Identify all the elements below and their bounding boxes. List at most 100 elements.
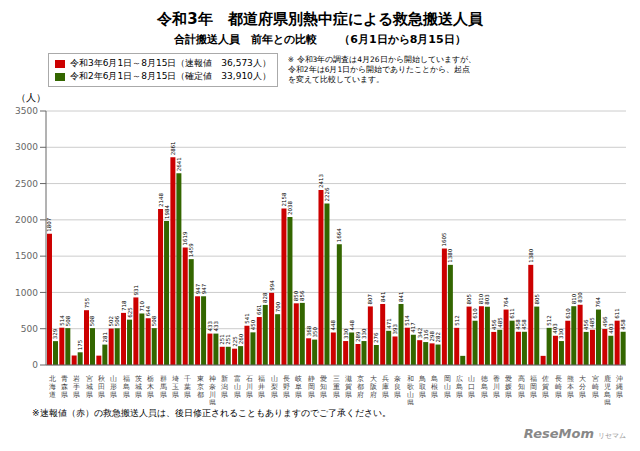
svg-text:岩手県: 岩手県 <box>73 375 80 399</box>
svg-text:山口県: 山口県 <box>468 375 475 399</box>
svg-text:0: 0 <box>32 360 38 370</box>
svg-text:北海道: 北海道 <box>49 375 56 399</box>
svg-text:805: 805 <box>534 294 540 305</box>
svg-text:徳島県: 徳島県 <box>481 375 488 399</box>
svg-text:764: 764 <box>595 297 601 308</box>
svg-text:1459: 1459 <box>188 243 194 257</box>
svg-text:661: 661 <box>256 305 262 316</box>
svg-text:276: 276 <box>373 332 379 343</box>
svg-text:856: 856 <box>299 290 305 301</box>
svg-text:610: 610 <box>472 308 478 319</box>
svg-text:福島県: 福島県 <box>123 375 130 399</box>
svg-text:251: 251 <box>225 334 231 345</box>
svg-text:鹿児島県: 鹿児島県 <box>604 375 611 405</box>
svg-text:610: 610 <box>565 308 571 319</box>
svg-text:994: 994 <box>269 280 275 291</box>
svg-text:大分県: 大分県 <box>579 375 586 399</box>
svg-text:1500: 1500 <box>15 251 38 261</box>
svg-text:3000: 3000 <box>15 142 38 152</box>
svg-text:沖縄県: 沖縄県 <box>615 375 623 399</box>
svg-text:500: 500 <box>21 324 38 334</box>
svg-text:2148: 2148 <box>158 193 164 207</box>
svg-text:433: 433 <box>213 321 219 332</box>
svg-text:611: 611 <box>614 308 620 319</box>
svg-text:神奈川県: 神奈川県 <box>209 375 216 405</box>
svg-text:807: 807 <box>367 293 373 304</box>
svg-text:448: 448 <box>330 319 336 330</box>
svg-text:茨城県: 茨城県 <box>134 375 142 399</box>
svg-text:山梨県: 山梨県 <box>271 375 278 399</box>
svg-text:和歌山県: 和歌山県 <box>407 375 414 405</box>
svg-text:700: 700 <box>275 301 281 312</box>
svg-text:2641: 2641 <box>176 157 182 171</box>
svg-text:2038: 2038 <box>287 201 293 215</box>
svg-text:群馬県: 群馬県 <box>159 375 167 399</box>
svg-text:福井県: 福井県 <box>258 375 265 399</box>
svg-text:2413: 2413 <box>318 173 324 187</box>
svg-text:417: 417 <box>410 322 416 333</box>
svg-text:山形県: 山形県 <box>110 375 117 399</box>
svg-text:828: 828 <box>262 292 268 303</box>
svg-text:764: 764 <box>503 297 509 308</box>
svg-text:2000: 2000 <box>15 215 38 225</box>
svg-text:秋田県: 秋田県 <box>98 375 105 399</box>
svg-text:931: 931 <box>133 285 139 296</box>
svg-text:330: 330 <box>361 328 367 339</box>
svg-text:508: 508 <box>90 315 96 326</box>
svg-text:石川県: 石川県 <box>246 375 253 399</box>
svg-text:大阪府: 大阪府 <box>370 375 377 399</box>
svg-text:471: 471 <box>386 318 392 329</box>
svg-text:広島県: 広島県 <box>456 375 463 399</box>
svg-text:青森県: 青森県 <box>61 375 68 399</box>
svg-text:静岡県: 静岡県 <box>308 375 315 399</box>
svg-text:福岡県: 福岡県 <box>530 375 537 399</box>
svg-text:458: 458 <box>620 319 626 330</box>
svg-text:兵庫県: 兵庫県 <box>382 375 389 399</box>
svg-text:393: 393 <box>392 323 398 334</box>
svg-text:841: 841 <box>380 291 386 302</box>
svg-text:長崎県: 長崎県 <box>555 375 562 399</box>
svg-text:京都府: 京都府 <box>357 375 364 399</box>
svg-text:熊本県: 熊本県 <box>567 375 574 399</box>
svg-text:東京都: 東京都 <box>197 375 204 399</box>
svg-text:鳥取県: 鳥取県 <box>418 375 426 399</box>
svg-text:宮城県: 宮城県 <box>85 375 93 399</box>
svg-text:947: 947 <box>201 283 207 294</box>
svg-text:805: 805 <box>466 294 472 305</box>
svg-text:栃木県: 栃木県 <box>147 375 154 399</box>
svg-text:508: 508 <box>151 315 157 326</box>
svg-text:755: 755 <box>84 297 90 308</box>
svg-text:埼玉県: 埼玉県 <box>171 375 179 399</box>
svg-text:485: 485 <box>589 317 595 328</box>
svg-text:2226: 2226 <box>324 187 330 201</box>
svg-text:512: 512 <box>454 315 460 326</box>
svg-text:2500: 2500 <box>15 179 38 189</box>
svg-text:625: 625 <box>127 307 133 318</box>
svg-text:611: 611 <box>509 308 515 319</box>
svg-text:281: 281 <box>102 332 108 343</box>
svg-text:506: 506 <box>114 315 120 326</box>
svg-text:宮崎県: 宮崎県 <box>592 375 599 399</box>
svg-text:1380: 1380 <box>528 248 534 262</box>
svg-text:485: 485 <box>497 317 503 328</box>
svg-text:329: 329 <box>52 328 58 339</box>
svg-text:長野県: 長野県 <box>283 375 290 399</box>
svg-text:456: 456 <box>583 319 589 330</box>
svg-text:岡山県: 岡山県 <box>444 375 451 399</box>
svg-text:450: 450 <box>250 319 256 330</box>
svg-text:330: 330 <box>558 328 564 339</box>
svg-text:新潟県: 新潟県 <box>221 375 228 399</box>
svg-text:316: 316 <box>423 329 429 340</box>
svg-text:1664: 1664 <box>336 228 342 242</box>
svg-text:830: 830 <box>577 292 583 303</box>
svg-text:滋賀県: 滋賀県 <box>345 375 352 399</box>
svg-text:810: 810 <box>571 293 577 304</box>
svg-text:島根県: 島根県 <box>431 375 438 399</box>
svg-text:512: 512 <box>546 315 552 326</box>
svg-text:2861: 2861 <box>170 141 176 155</box>
svg-text:愛媛県: 愛媛県 <box>505 375 512 399</box>
svg-text:448: 448 <box>349 319 355 330</box>
svg-text:1807: 1807 <box>46 217 52 231</box>
svg-text:841: 841 <box>398 291 404 302</box>
svg-text:香川県: 香川県 <box>493 375 500 399</box>
